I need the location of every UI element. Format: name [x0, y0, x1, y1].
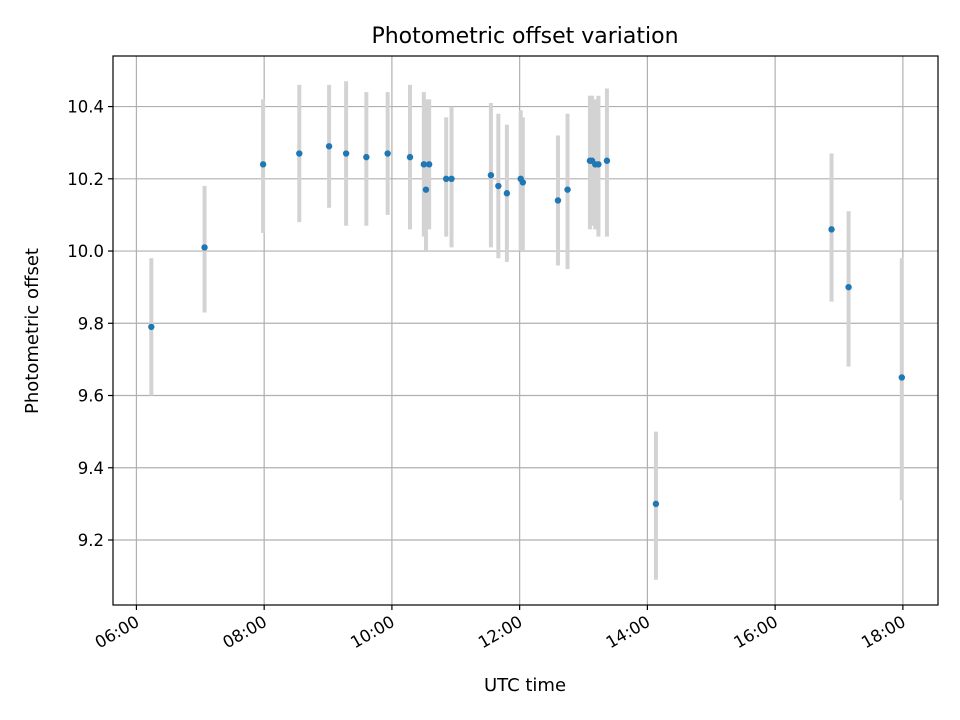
- y-tick-label: 9.6: [78, 387, 104, 406]
- data-point: [342, 150, 350, 157]
- x-axis-label: UTC time: [484, 675, 566, 696]
- data-point: [603, 157, 611, 164]
- data-point: [828, 226, 835, 233]
- data-point: [325, 143, 333, 150]
- y-tick-label: 9.8: [78, 314, 104, 333]
- data-point: [442, 175, 450, 183]
- data-point: [564, 186, 571, 193]
- data-point: [519, 179, 527, 186]
- data-point: [495, 182, 502, 190]
- y-tick-label: 10.4: [67, 98, 104, 117]
- data-points: [148, 143, 906, 508]
- y-tick-label: 9.2: [78, 531, 104, 550]
- data-point: [425, 161, 433, 168]
- grid: [113, 56, 938, 605]
- y-axis-label: Photometric offset: [22, 248, 43, 414]
- data-point: [554, 197, 562, 204]
- y-tick-label: 9.4: [78, 459, 104, 478]
- data-point: [595, 161, 602, 168]
- data-point: [406, 153, 414, 161]
- data-point: [201, 244, 208, 251]
- data-point: [259, 161, 267, 168]
- data-point: [296, 150, 303, 157]
- data-point: [448, 175, 455, 183]
- data-point: [363, 153, 370, 161]
- data-point: [384, 150, 391, 157]
- data-point: [422, 186, 430, 193]
- data-point: [652, 500, 660, 508]
- data-point: [898, 374, 906, 381]
- data-point: [148, 323, 155, 331]
- y-axis: 9.2 9.4 9.6 9.8 10.0 10.2 10.4: [67, 98, 113, 550]
- data-point: [845, 283, 852, 291]
- data-point: [420, 161, 428, 168]
- data-point: [487, 171, 495, 179]
- plot-frame: [112, 55, 939, 606]
- y-tick-label: 10.2: [67, 170, 104, 189]
- data-point: [503, 190, 511, 197]
- y-tick-label: 10.0: [67, 242, 104, 261]
- chart-title: Photometric offset variation: [371, 24, 678, 49]
